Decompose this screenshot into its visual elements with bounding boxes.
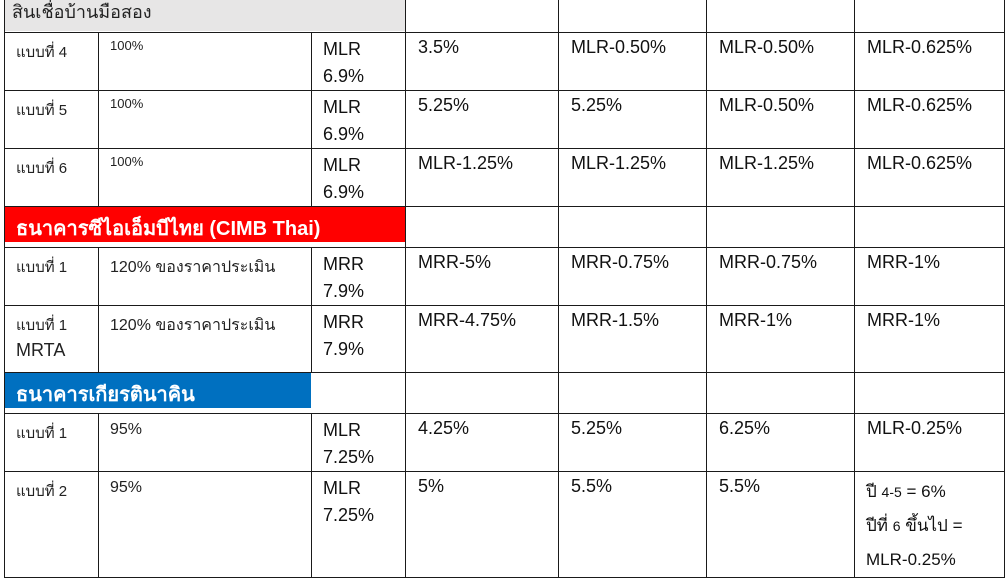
rate-year-2: 5.5% <box>571 476 613 496</box>
table-row: แบบที่ 1 MRTA 120% ของราคาประเมิน MRR 7.9%… <box>4 305 1006 373</box>
rate-thereafter: MRR-1% <box>867 310 941 330</box>
base-rate: MLR 6.9% <box>323 97 365 144</box>
rate-thereafter-note: ปี 4-5 = 6% ปีที่ 6 ขึ้นไป = MLR-0.25% <box>856 473 1004 577</box>
rate-year-1: 5% <box>418 476 445 496</box>
table-row: แบบที่ 2 95% MLR 7.25% 5% 5.5% 5.5% ปี 4-… <box>4 471 1006 578</box>
base-rate: MLR 6.9% <box>323 39 365 86</box>
table-row: แบบที่ 5 100% MLR 6.9% 5.25% 5.25% MLR-0.… <box>4 90 1006 149</box>
section-title-secondhand: สินเชื่อบ้านมือสอง <box>5 0 405 31</box>
table-row: แบบที่ 1 120% ของราคาประเมิน MRR 7.9% MRR… <box>4 247 1006 306</box>
base-rate: MLR 6.9% <box>323 155 365 202</box>
rate-year-1: MRR-4.75% <box>418 310 517 330</box>
note-line-2: ปีที่ 6 ขึ้นไป = <box>866 516 963 535</box>
ltv-value: 100% <box>110 38 144 53</box>
rate-year-3: MLR-0.50% <box>719 95 815 115</box>
section-row-kiatnakin: ธนาคารเกียรตินาคิน <box>3 372 1006 414</box>
rate-year-2: MRR-0.75% <box>571 252 670 272</box>
base-rate: MRR 7.9% <box>323 254 365 301</box>
rate-thereafter: MLR-0.625% <box>867 37 973 57</box>
ltv-value: 100% <box>110 96 144 111</box>
table-row: แบบที่ 6 100% MLR 6.9% MLR-1.25% MLR-1.25… <box>4 148 1006 207</box>
ltv-value: 100% <box>110 154 144 169</box>
table-row: แบบที่ 4 100% MLR 6.9% 3.5% MLR-0.50% MLR… <box>4 32 1006 91</box>
rate-thereafter: MLR-0.25% <box>867 418 963 438</box>
plan-sublabel: MRTA <box>16 340 66 360</box>
note-line-3: MLR-0.25% <box>866 550 956 569</box>
rate-year-2: MLR-0.50% <box>571 37 667 57</box>
section-title-kiatnakin: ธนาคารเกียรตินาคิน <box>5 373 312 408</box>
plan-label: แบบที่ 1 MRTA <box>6 307 98 362</box>
section-row-secondhand: สินเชื่อบ้านมือสอง <box>3 0 1006 33</box>
rate-year-3: MLR-0.50% <box>719 37 815 57</box>
rate-thereafter: MLR-0.625% <box>867 95 973 115</box>
rate-year-3: MRR-1% <box>719 310 793 330</box>
rate-year-1: MRR-5% <box>418 252 492 272</box>
plan-label: แบบที่ 5 <box>16 102 68 119</box>
rate-year-2: 5.25% <box>571 95 623 115</box>
rate-year-2: MRR-1.5% <box>571 310 660 330</box>
section-header-cell: สินเชื่อบ้านมือสอง <box>3 0 407 33</box>
plan-label: แบบที่ 2 <box>16 483 68 500</box>
section-row-cimb: ธนาคารซีไอเอ็มบีไทย (CIMB Thai) <box>3 206 1006 248</box>
rate-year-2: MLR-1.25% <box>571 153 667 173</box>
rate-year-2: 5.25% <box>571 418 623 438</box>
base-rate: MLR 7.25% <box>323 420 375 467</box>
rate-year-3: MRR-0.75% <box>719 252 818 272</box>
loan-rate-table: สินเชื่อบ้านมือสอง แบบที่ 4 100% MLR 6.9%… <box>3 0 1006 578</box>
rate-thereafter: MLR-0.625% <box>867 153 973 173</box>
rate-year-3: MLR-1.25% <box>719 153 815 173</box>
ltv-value: 95% <box>110 421 143 438</box>
plan-label: แบบที่ 6 <box>16 160 68 177</box>
base-rate: MRR 7.9% <box>323 312 365 359</box>
rate-year-3: 5.5% <box>719 476 761 496</box>
rate-thereafter: MRR-1% <box>867 252 941 272</box>
ltv-value: 95% <box>110 479 143 496</box>
plan-label: แบบที่ 1 <box>16 259 68 276</box>
rate-year-1: 3.5% <box>418 37 460 57</box>
plan-label: แบบที่ 1 <box>16 425 68 442</box>
note-line-1: ปี 4-5 = 6% <box>866 482 946 501</box>
table-row: แบบที่ 1 95% MLR 7.25% 4.25% 5.25% 6.25% … <box>4 413 1006 472</box>
rate-year-1: 4.25% <box>418 418 470 438</box>
rate-year-3: 6.25% <box>719 418 771 438</box>
ltv-value: 120% ของราคาประเมิน <box>110 317 276 334</box>
rate-year-1: MLR-1.25% <box>418 153 514 173</box>
rate-year-1: 5.25% <box>418 95 470 115</box>
section-title-cimb: ธนาคารซีไอเอ็มบีไทย (CIMB Thai) <box>5 207 405 242</box>
plan-label: แบบที่ 4 <box>16 44 68 61</box>
ltv-value: 120% ของราคาประเมิน <box>110 259 276 276</box>
base-rate: MLR 7.25% <box>323 478 375 525</box>
